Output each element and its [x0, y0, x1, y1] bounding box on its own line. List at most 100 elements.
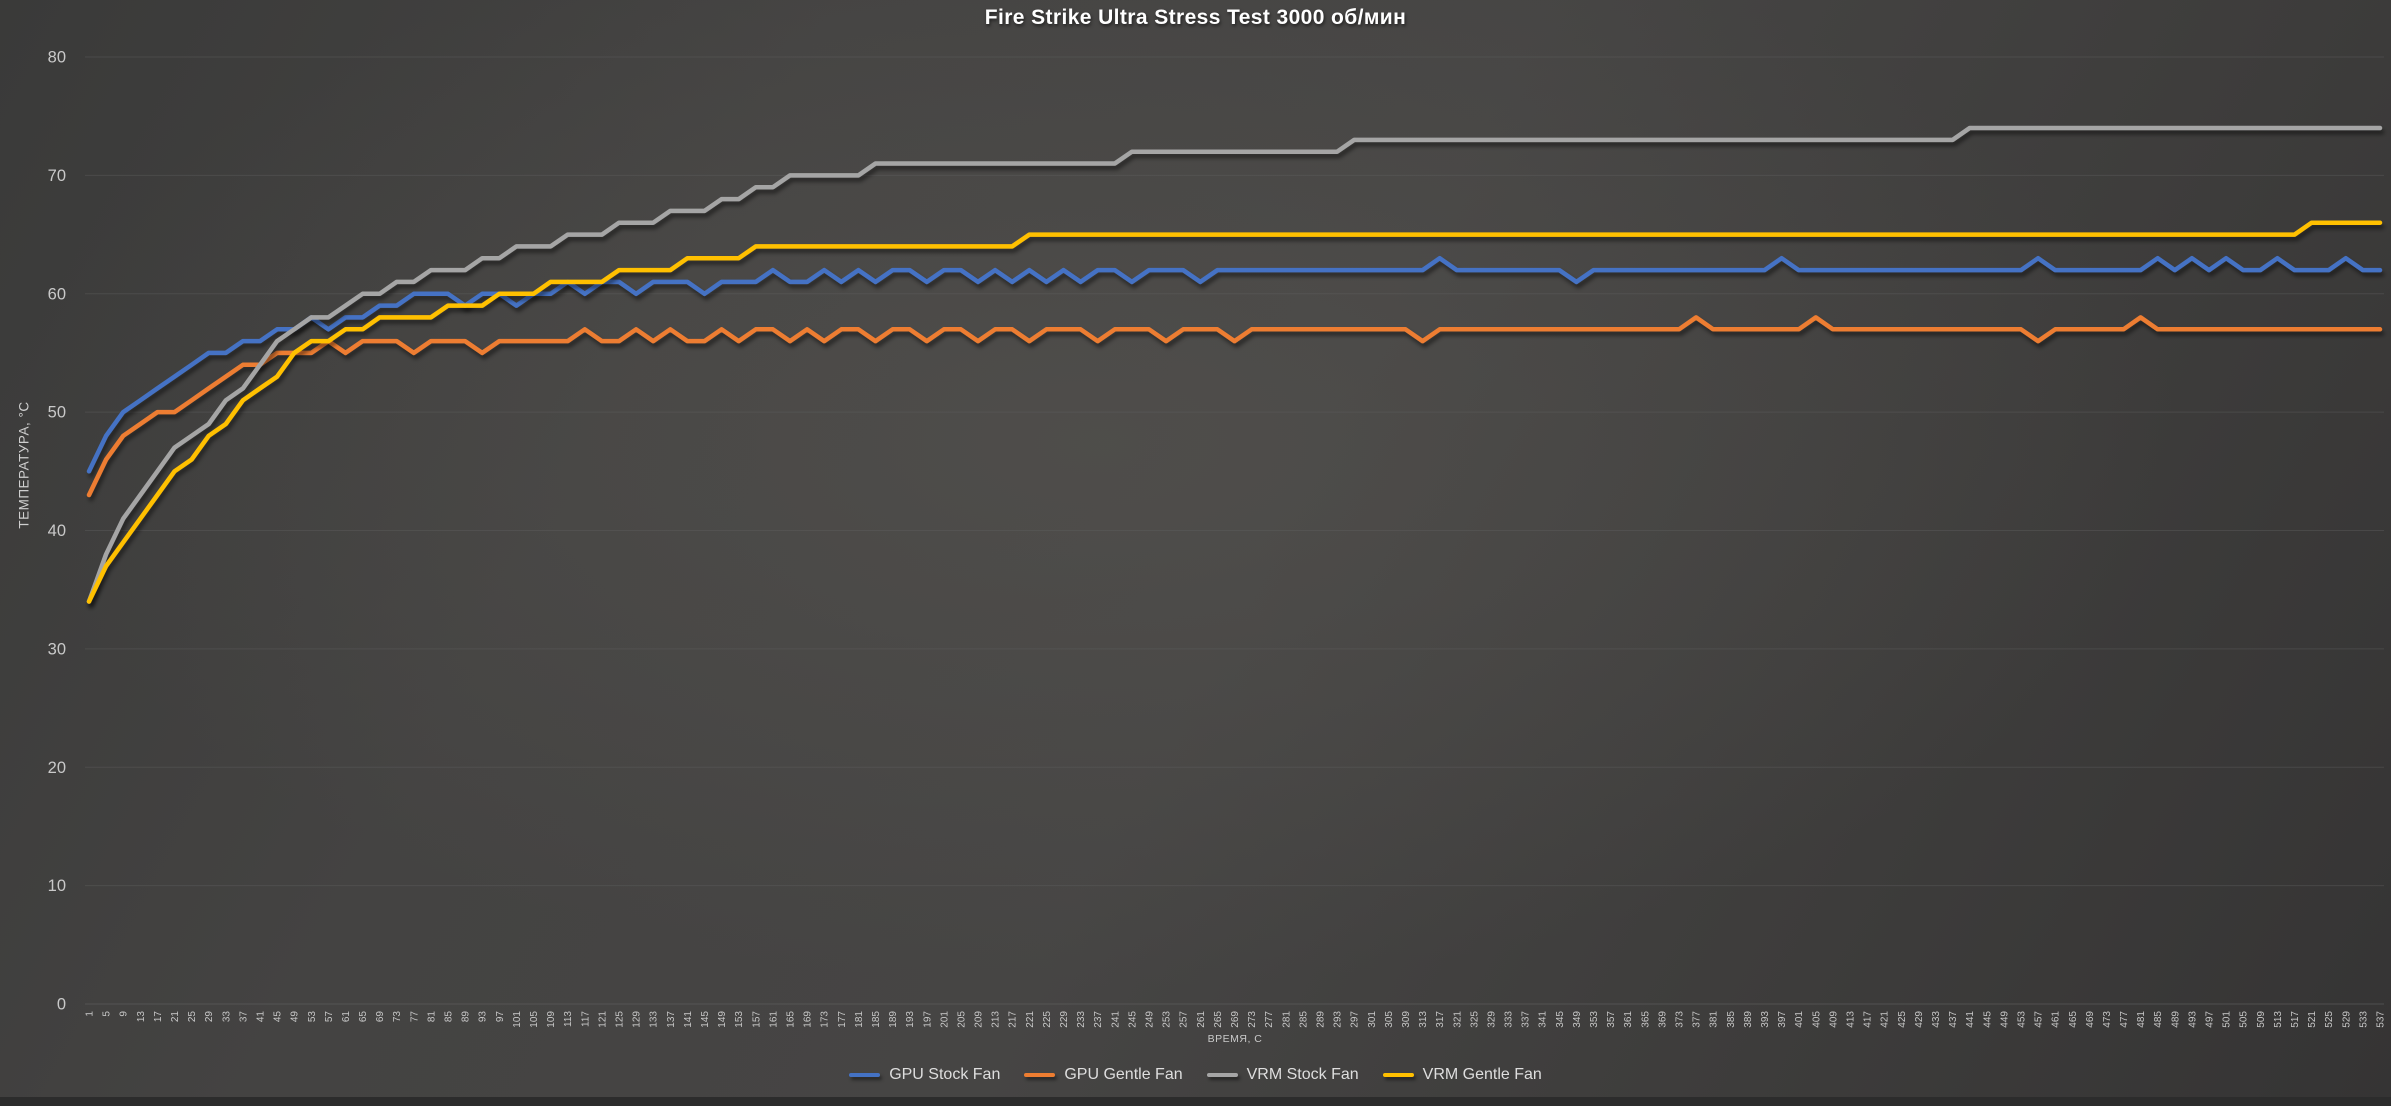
x-tick-label: 297 [1350, 1011, 1361, 1028]
x-tick-label: 209 [974, 1011, 985, 1028]
x-tick-label: 273 [1247, 1011, 1258, 1028]
x-tick-label: 37 [238, 1011, 249, 1023]
x-tick-label: 401 [1794, 1011, 1805, 1028]
x-tick-label: 101 [512, 1011, 523, 1028]
y-tick-label: 80 [48, 49, 66, 67]
x-tick-label: 305 [1384, 1011, 1395, 1028]
x-tick-label: 493 [2187, 1011, 2198, 1028]
x-tick-label: 85 [444, 1011, 455, 1023]
x-tick-label: 397 [1777, 1011, 1788, 1028]
x-tick-label: 181 [854, 1011, 865, 1028]
x-tick-label: 445 [1982, 1011, 1993, 1028]
legend-item-vrm-stock-fan: VRM Stock Fan [1206, 1062, 1359, 1088]
x-tick-label: 145 [700, 1011, 711, 1028]
legend-label: VRM Gentle Fan [1422, 1066, 1542, 1083]
x-tick-label: 221 [1025, 1011, 1036, 1028]
x-tick-label: 417 [1863, 1011, 1874, 1028]
legend-line-marker [1024, 1072, 1056, 1078]
x-tick-label: 533 [2358, 1011, 2369, 1028]
x-tick-label: 249 [1145, 1011, 1156, 1028]
x-tick-label: 409 [1828, 1011, 1839, 1028]
x-tick-label: 449 [1999, 1011, 2010, 1028]
x-tick-label: 29 [204, 1011, 215, 1023]
x-tick-label: 389 [1743, 1011, 1754, 1028]
x-tick-label: 377 [1692, 1011, 1703, 1028]
y-tick-label: 70 [48, 167, 66, 185]
x-tick-label: 141 [683, 1011, 694, 1028]
x-tick-label: 341 [1538, 1011, 1549, 1028]
y-tick-label: 60 [48, 285, 66, 303]
x-tick-label: 321 [1452, 1011, 1463, 1028]
x-tick-label: 65 [358, 1011, 369, 1023]
x-tick-label: 93 [478, 1011, 489, 1023]
x-tick-label: 293 [1333, 1011, 1344, 1028]
x-tick-label: 113 [563, 1011, 574, 1027]
x-tick-label: 193 [905, 1011, 916, 1028]
x-tick-label: 1 [85, 1011, 96, 1017]
x-tick-label: 333 [1504, 1011, 1515, 1028]
x-tick-label: 57 [324, 1011, 335, 1023]
x-tick-label: 225 [1042, 1011, 1053, 1028]
x-tick-label: 237 [1093, 1011, 1104, 1028]
x-tick-label: 257 [1179, 1011, 1190, 1028]
x-tick-label: 393 [1760, 1011, 1771, 1028]
x-tick-label: 261 [1196, 1011, 1207, 1028]
legend-line-marker [849, 1072, 881, 1078]
x-tick-label: 205 [956, 1011, 967, 1028]
x-tick-label: 421 [1880, 1011, 1891, 1028]
x-tick-label: 189 [888, 1011, 899, 1028]
x-tick-label: 433 [1931, 1011, 1942, 1028]
x-tick-label: 497 [2205, 1011, 2216, 1028]
chart-title: Fire Strike Ultra Stress Test 3000 об/ми… [984, 6, 1407, 29]
x-tick-label: 241 [1110, 1011, 1121, 1028]
x-tick-label: 481 [2136, 1011, 2147, 1028]
series-line-gpu-stock-fan [86, 255, 2383, 474]
x-tick-label: 513 [2273, 1011, 2284, 1028]
x-tick-label: 489 [2170, 1011, 2181, 1028]
x-tick-label: 537 [2376, 1011, 2387, 1028]
x-tick-label: 353 [1589, 1011, 1600, 1028]
x-tick-label: 265 [1213, 1011, 1224, 1028]
x-tick-label: 281 [1281, 1011, 1292, 1028]
x-tick-label: 17 [153, 1011, 164, 1023]
x-tick-label: 161 [768, 1011, 779, 1028]
x-tick-label: 429 [1914, 1011, 1925, 1028]
x-tick-label: 81 [426, 1011, 437, 1023]
x-tick-label: 505 [2239, 1011, 2250, 1028]
x-tick-label: 177 [837, 1011, 848, 1028]
x-tick-label: 317 [1435, 1011, 1446, 1028]
x-tick-label: 461 [2051, 1011, 2062, 1028]
series-line-vrm-stock-fan [86, 125, 2383, 604]
x-tick-label: 201 [939, 1011, 950, 1028]
legend-label: VRM Stock Fan [1246, 1066, 1359, 1083]
x-tick-label: 509 [2256, 1011, 2267, 1028]
x-tick-label: 345 [1555, 1011, 1566, 1028]
x-tick-label: 325 [1469, 1011, 1480, 1028]
x-tick-label: 349 [1572, 1011, 1583, 1028]
y-tick-label: 10 [48, 877, 66, 895]
legend: GPU Stock Fan GPU Gentle Fan VRM Stock F… [0, 1062, 2391, 1088]
x-tick-label: 117 [580, 1011, 591, 1027]
y-tick-label: 50 [48, 404, 66, 422]
x-tick-label: 485 [2153, 1011, 2164, 1028]
x-axis-title: ВРЕМЯ, С [1207, 1033, 1263, 1045]
y-tick-label: 40 [48, 522, 66, 540]
x-tick-label: 517 [2290, 1011, 2301, 1028]
x-tick-label: 61 [341, 1011, 352, 1023]
x-tick-label: 185 [871, 1011, 882, 1028]
legend-label: GPU Stock Fan [889, 1066, 1001, 1083]
legend-item-gpu-stock-fan: GPU Stock Fan [849, 1062, 1000, 1088]
x-tick-label: 129 [632, 1011, 643, 1028]
x-tick-label: 105 [529, 1011, 540, 1028]
x-tick-label: 197 [922, 1011, 933, 1028]
legend-item-gpu-gentle-fan: GPU Gentle Fan [1024, 1062, 1183, 1088]
x-tick-label: 157 [751, 1011, 762, 1028]
x-tick-label: 313 [1418, 1011, 1429, 1028]
x-tick-label: 365 [1640, 1011, 1651, 1028]
x-tick-label: 213 [991, 1011, 1002, 1028]
x-tick-label: 301 [1367, 1011, 1378, 1028]
x-tick-label: 217 [1008, 1011, 1019, 1028]
x-tick-label: 45 [273, 1011, 284, 1023]
